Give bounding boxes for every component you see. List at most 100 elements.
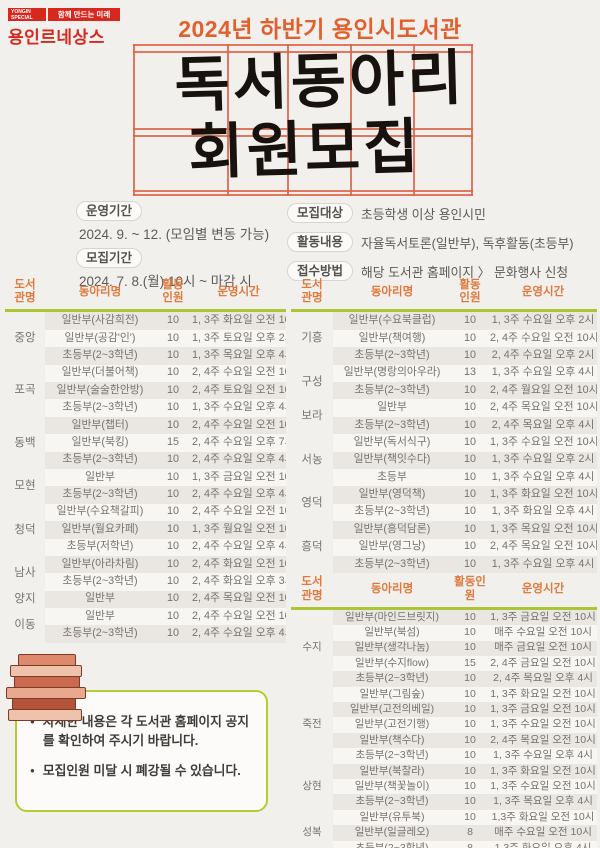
club-name: 일반부(고전기행) — [333, 717, 451, 733]
table-row: 일반부(수지flow) 15 2, 4주 금요일 오전 10시 — [291, 655, 597, 672]
table-row: 초등부(저학년) 10 2, 4주 수요일 오후 4시 — [5, 538, 286, 556]
library-name: 서농 — [291, 434, 333, 487]
column-header: 동아리명 — [370, 582, 414, 595]
member-count: 10 — [451, 625, 489, 641]
club-name: 일반부(책여행) — [333, 329, 451, 348]
member-count: 10 — [451, 732, 489, 749]
bookshelf-grid-decoration — [133, 44, 473, 196]
member-count: 10 — [155, 503, 191, 522]
library-name: 기흥 — [291, 310, 333, 365]
table-row: 일반부(북킹)152, 4주 수요일 오후 7시30분 — [5, 434, 286, 452]
club-name: 초등부(2~3학년) — [333, 794, 451, 810]
library-clubs-table-right-bottom: 도서 관명 동아리명 활동인 원 운영시간 수지 일반부(마인드브릿지) 10 1, 3주 … — [291, 575, 597, 848]
schedule: 1, 3주 화요일 오전 10시 — [489, 763, 597, 780]
club-name: 일반부 — [45, 468, 155, 487]
table-row: 일반부(책꽃놀이) 10 1, 3주 수요일 오전 10시 — [291, 779, 597, 795]
table-row: 초등부(2~3학년) 10 1, 3주 화요일 오후 4시 — [291, 503, 597, 522]
club-name: 일반부(마인드브릿지) — [333, 608, 451, 626]
member-count: 10 — [451, 451, 489, 469]
schedule: 2, 4주 월요일 오전 10시 — [489, 382, 597, 400]
member-count: 10 — [155, 329, 191, 348]
table-row: 초등부(2~3학년) 10 2, 4주 목요일 오후 4시 — [291, 416, 597, 435]
table-header-row: 도서 관명 동아리명 활동 인원 운영시간 — [5, 278, 286, 311]
schedule: 2, 4주 수요일 오후 4시 — [191, 486, 286, 504]
info-left-column: 운영기간 2024. 9. ~ 12. (모임별 변동 가능) 모집기간 202… — [76, 201, 291, 295]
table-row: 흥덕 일반부(흥덕담론) 10 1, 3주 목요일 오전 10시 — [291, 521, 597, 574]
club-name: 초등부(2~3학년) — [333, 671, 451, 687]
table-row: 초등부(2~3학년) 10 1, 3주 수요일 오후 4시 — [291, 748, 597, 764]
table-row: 초등부(2~3학년) 10 2, 4주 화요일 오후 3시 — [5, 573, 286, 591]
club-name: 일반부(수요북클럽) — [333, 310, 451, 330]
schedule: 2, 4주 수요일 오후 2시 — [489, 347, 597, 365]
schedule: 2, 4주 수요일 오전 10시 — [191, 503, 286, 522]
table-row: 죽전 일반부(그림숲) 10 1, 3주 화요일 오전 10시 — [291, 686, 597, 764]
table-row: 일반부(고전기행) 10 1, 3주 수요일 오전 10시 — [291, 717, 597, 733]
club-name: 일반부(더불어책) — [45, 364, 155, 382]
table-row: 일반부(책수다) 10 2, 4주 목요일 오전 10시 — [291, 732, 597, 749]
table-row: 초등부(2~3학년) 10 2, 4주 목요일 오후 4시 — [291, 671, 597, 687]
member-count: 10 — [155, 608, 191, 626]
member-count: 10 — [155, 590, 191, 609]
member-count: 10 — [451, 686, 489, 703]
member-count: 10 — [155, 521, 191, 539]
schedule: 1, 3주 수요일 오후 4시 — [191, 399, 286, 417]
schedule: 2, 4주 화요일 오전 10시 — [191, 555, 286, 574]
schedule: 1, 3주 수요일 오후 2시 — [489, 310, 597, 330]
table-row: 일반부(고전의베일) 10 1, 3주 금요일 오전 10시 — [291, 702, 597, 718]
table-row: 초등부(2~3학년) 10 2, 4주 수요일 오후 2시 — [291, 347, 597, 365]
table-row: 일반부(술술한안방)102, 4주 토요일 오전 10시 — [5, 382, 286, 400]
member-count: 10 — [451, 310, 489, 330]
schedule: 2, 4주 수요일 오후 4시 — [191, 625, 286, 643]
member-count: 10 — [451, 779, 489, 795]
info-row: 접수방법 해당 도서관 홈페이지 〉 문화행사 신청 — [287, 261, 599, 281]
schedule: 1, 3주 화요일 오전 10시 — [191, 310, 286, 330]
schedule: 1, 3주 화요일 오후 4시 — [489, 503, 597, 522]
club-name: 초등부(2~3학년) — [333, 347, 451, 365]
schedule: 2, 4주 목요일 오전 10시 — [191, 590, 286, 609]
table-header-row: 도서 관명 동아리명 활동인 원 운영시간 — [291, 575, 597, 609]
member-count: 10 — [451, 416, 489, 435]
schedule: 2, 4주 수요일 오전 10시 — [489, 329, 597, 348]
member-count: 10 — [451, 671, 489, 687]
activity-value: 자율독서토론(일반부), 독후활동(초등부) — [361, 235, 574, 251]
member-count: 10 — [451, 468, 489, 487]
club-name: 일반부(유투북) — [333, 809, 451, 826]
library-name: 모현 — [5, 468, 45, 504]
schedule: 1, 3주 화요일 오전 10시 — [489, 686, 597, 703]
table-row: 초등부(2~3학년) 10 1, 3주 목요일 오후 4시 — [5, 347, 286, 365]
table-row: 일반부(공감'인') 10 1, 3주 토요일 오후 2시 — [5, 329, 286, 348]
club-name: 초등부(2~3학년) — [45, 573, 155, 591]
club-name: 일반부(아라차림) — [45, 555, 155, 574]
notice-item: ● 자세한 내용은 각 도서관 홈페이지 공지를 확인하여 주시기 바랍니다. — [30, 713, 254, 750]
library-name: 상현 — [291, 763, 333, 810]
table-row: 초등부(2~3학년) 10 1, 3주 목요일 오후 4시 — [291, 794, 597, 810]
schedule: 2, 4주 목요일 오전 10시 — [489, 538, 597, 556]
library-name: 영덕 — [291, 486, 333, 522]
schedule: 1, 3주 수요일 오후 4시 — [489, 555, 597, 574]
schedule: 1, 3주 수요일 오후 2시 — [489, 451, 597, 469]
club-name: 일반부(술술한안방) — [45, 382, 155, 400]
table-row: 초등부(2~3학년) 10 1, 3주 수요일 오후 4시 — [291, 555, 597, 574]
club-name: 일반부(북섬) — [333, 625, 451, 641]
column-header: 동아리명 — [78, 285, 122, 298]
column-header: 도서 관명 — [14, 279, 36, 305]
member-count: 10 — [155, 382, 191, 400]
table-row: 일반부(일글레오) 8 매주 수요일 오전 10시 — [291, 825, 597, 841]
library-name: 중앙 — [5, 310, 45, 365]
member-count: 10 — [155, 310, 191, 330]
table-row: 기흥 일반부(수요북클럽) 10 1, 3주 수요일 오후 2시 — [291, 310, 597, 365]
member-count: 10 — [451, 329, 489, 348]
member-count: 10 — [451, 382, 489, 400]
table-row: 일반부(책여행) 10 2, 4주 수요일 오전 10시 — [291, 329, 597, 348]
member-count: 10 — [451, 347, 489, 365]
recruit-period-badge: 모집기간 — [76, 248, 143, 268]
club-name: 일반부 — [45, 608, 155, 626]
schedule: 매주 수요일 오전 10시 — [489, 625, 597, 641]
library-name: 보라 — [291, 399, 333, 435]
club-name: 일반부(생각나눔) — [333, 640, 451, 656]
bullet-icon: ● — [30, 766, 35, 776]
